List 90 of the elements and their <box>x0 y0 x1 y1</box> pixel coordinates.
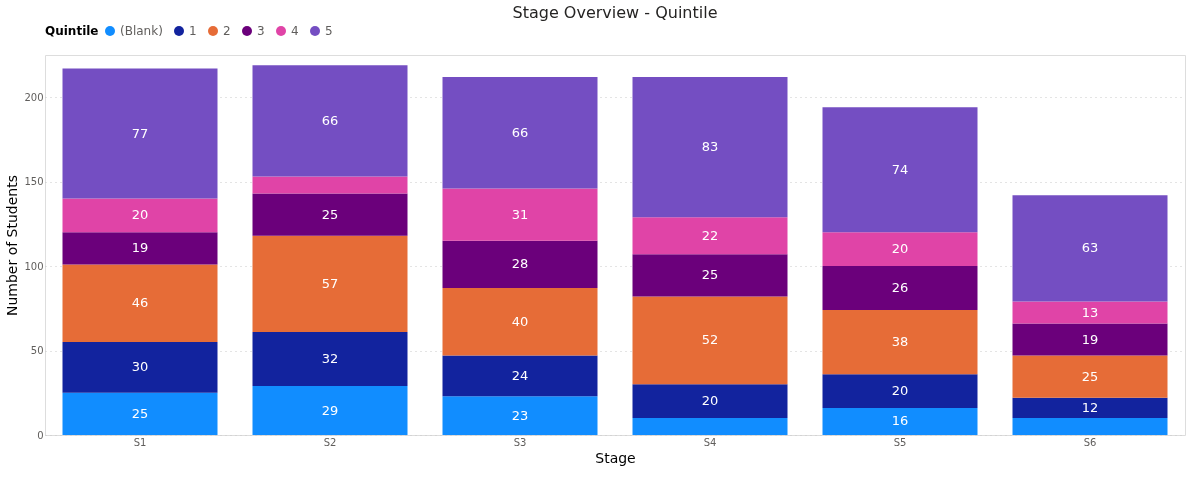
bar <box>62 264 218 343</box>
bar <box>632 254 788 297</box>
x-tick-label: S6 <box>1083 436 1097 448</box>
legend-label: 5 <box>325 24 333 38</box>
data-label: 25 <box>131 405 149 421</box>
data-label: 20 <box>131 207 149 223</box>
data-label: 16 <box>891 413 909 429</box>
bar <box>252 176 408 194</box>
bar <box>1012 195 1168 302</box>
legend-label: 2 <box>223 24 231 38</box>
legend-label: 1 <box>189 24 197 38</box>
data-label: 24 <box>511 367 529 383</box>
bar <box>442 240 598 289</box>
data-label: 52 <box>701 332 719 348</box>
data-label: 46 <box>131 295 149 311</box>
bar <box>252 235 408 332</box>
bar <box>252 386 408 435</box>
bar <box>1012 418 1168 435</box>
bar <box>252 65 408 177</box>
bar <box>822 232 978 267</box>
data-label: 77 <box>131 125 149 141</box>
y-tick-label: 0 <box>37 429 44 441</box>
bar <box>632 418 788 435</box>
chart-title: Stage Overview - Quintile <box>512 3 718 22</box>
data-label: 23 <box>511 407 529 423</box>
x-tick-label: S2 <box>323 436 337 448</box>
legend-title: Quintile <box>45 24 99 38</box>
data-label: 26 <box>891 280 909 296</box>
data-label: 29 <box>321 402 339 418</box>
bar <box>442 396 598 435</box>
data-label: 66 <box>511 124 529 140</box>
y-axis-title: Number of Students <box>4 174 21 317</box>
x-tick-label: S1 <box>133 436 147 448</box>
y-tick-label: 100 <box>24 260 44 272</box>
bar <box>62 342 218 393</box>
bar <box>1012 323 1168 356</box>
data-label: 57 <box>321 275 339 291</box>
bar <box>822 407 978 435</box>
bar <box>442 188 598 241</box>
data-label: 12 <box>1081 399 1099 415</box>
data-label: 38 <box>891 334 909 350</box>
legend-label: 4 <box>291 24 299 38</box>
data-label: 28 <box>511 256 529 272</box>
y-tick-label: 50 <box>30 345 44 357</box>
data-label: 63 <box>1081 240 1099 256</box>
data-label: 22 <box>701 227 719 243</box>
data-label: 19 <box>1081 331 1099 347</box>
bar <box>632 76 788 218</box>
bar <box>632 217 788 255</box>
bar <box>1012 301 1168 324</box>
legend-label: (Blank) <box>120 24 163 38</box>
data-label: 25 <box>701 267 719 283</box>
data-label: 13 <box>1081 304 1099 320</box>
bar <box>442 355 598 397</box>
data-label: 31 <box>511 206 529 222</box>
bar <box>62 198 218 233</box>
y-tick-label: 200 <box>24 91 44 103</box>
x-tick-label: S4 <box>703 436 717 448</box>
data-label: 20 <box>701 393 719 409</box>
x-tick-label: S5 <box>893 436 907 448</box>
bar <box>252 193 408 236</box>
bar <box>822 107 978 233</box>
x-axis-title: Stage <box>595 449 636 466</box>
bar <box>1012 355 1168 398</box>
data-label: 83 <box>701 139 719 155</box>
bar <box>62 68 218 199</box>
bar <box>632 296 788 385</box>
data-label: 74 <box>891 161 909 177</box>
data-label: 32 <box>321 351 339 366</box>
bar <box>62 232 218 265</box>
data-label: 19 <box>131 240 149 256</box>
data-label: 25 <box>321 206 339 222</box>
bar <box>252 331 408 387</box>
bar <box>442 288 598 356</box>
bar <box>632 384 788 419</box>
data-label: 30 <box>131 359 149 375</box>
data-label: 20 <box>891 241 909 257</box>
bar <box>62 392 218 435</box>
legend-label: 3 <box>257 24 265 38</box>
bar <box>1012 397 1168 419</box>
data-label: 20 <box>891 383 909 399</box>
y-tick-label: 150 <box>24 176 44 188</box>
bar <box>442 76 598 189</box>
bar <box>822 374 978 408</box>
bar <box>822 266 978 311</box>
bar <box>822 310 978 375</box>
x-tick-label: S3 <box>513 436 527 448</box>
data-label: 25 <box>1081 368 1099 384</box>
data-label: 66 <box>321 112 339 128</box>
data-label: 40 <box>511 313 529 329</box>
